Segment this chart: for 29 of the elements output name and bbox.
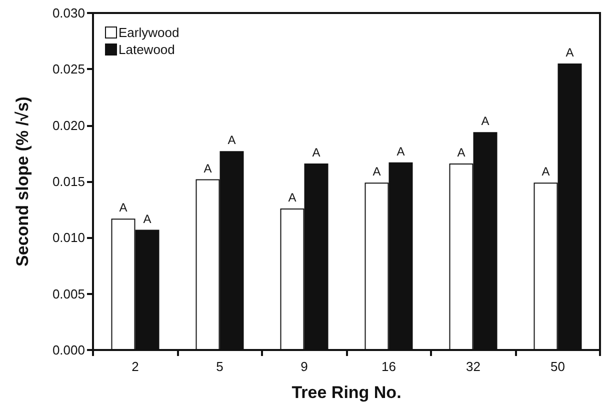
data-label: A xyxy=(143,212,152,226)
data-label: A xyxy=(542,164,550,179)
data-label: A xyxy=(312,146,320,160)
y-tick-label: 0.000 xyxy=(52,342,85,358)
y-tick-label: 0.015 xyxy=(52,174,85,189)
data-label: A xyxy=(372,164,381,179)
data-label: A xyxy=(119,200,128,215)
y-tick-label: 0.025 xyxy=(52,62,85,77)
x-tick-label: 16 xyxy=(382,359,396,374)
x-tick-label: 32 xyxy=(466,359,480,374)
x-tick-label: 5 xyxy=(216,359,224,374)
x-axis-title: Tree Ring No. xyxy=(292,383,402,402)
data-label: A xyxy=(481,114,490,128)
y-tick-label: 0.030 xyxy=(52,6,85,20)
data-label: A xyxy=(204,161,212,176)
legend-label: Earlywood xyxy=(118,25,180,40)
data-label: A xyxy=(566,46,574,60)
data-label: A xyxy=(396,144,405,158)
x-tick-label: 2 xyxy=(132,359,139,374)
data-label: A xyxy=(228,133,236,148)
y-axis-title: Second slope (% /√s) xyxy=(13,96,32,266)
y-tick-label: 0.005 xyxy=(52,286,85,302)
y-tick-label: 0.020 xyxy=(52,118,85,133)
data-label: A xyxy=(288,190,296,204)
y-tick-label: 0.010 xyxy=(52,230,85,246)
data-label: A xyxy=(457,146,466,160)
x-tick-label: 50 xyxy=(550,359,565,374)
x-tick-label: 9 xyxy=(300,359,308,374)
legend-label: Latewood xyxy=(118,42,175,57)
